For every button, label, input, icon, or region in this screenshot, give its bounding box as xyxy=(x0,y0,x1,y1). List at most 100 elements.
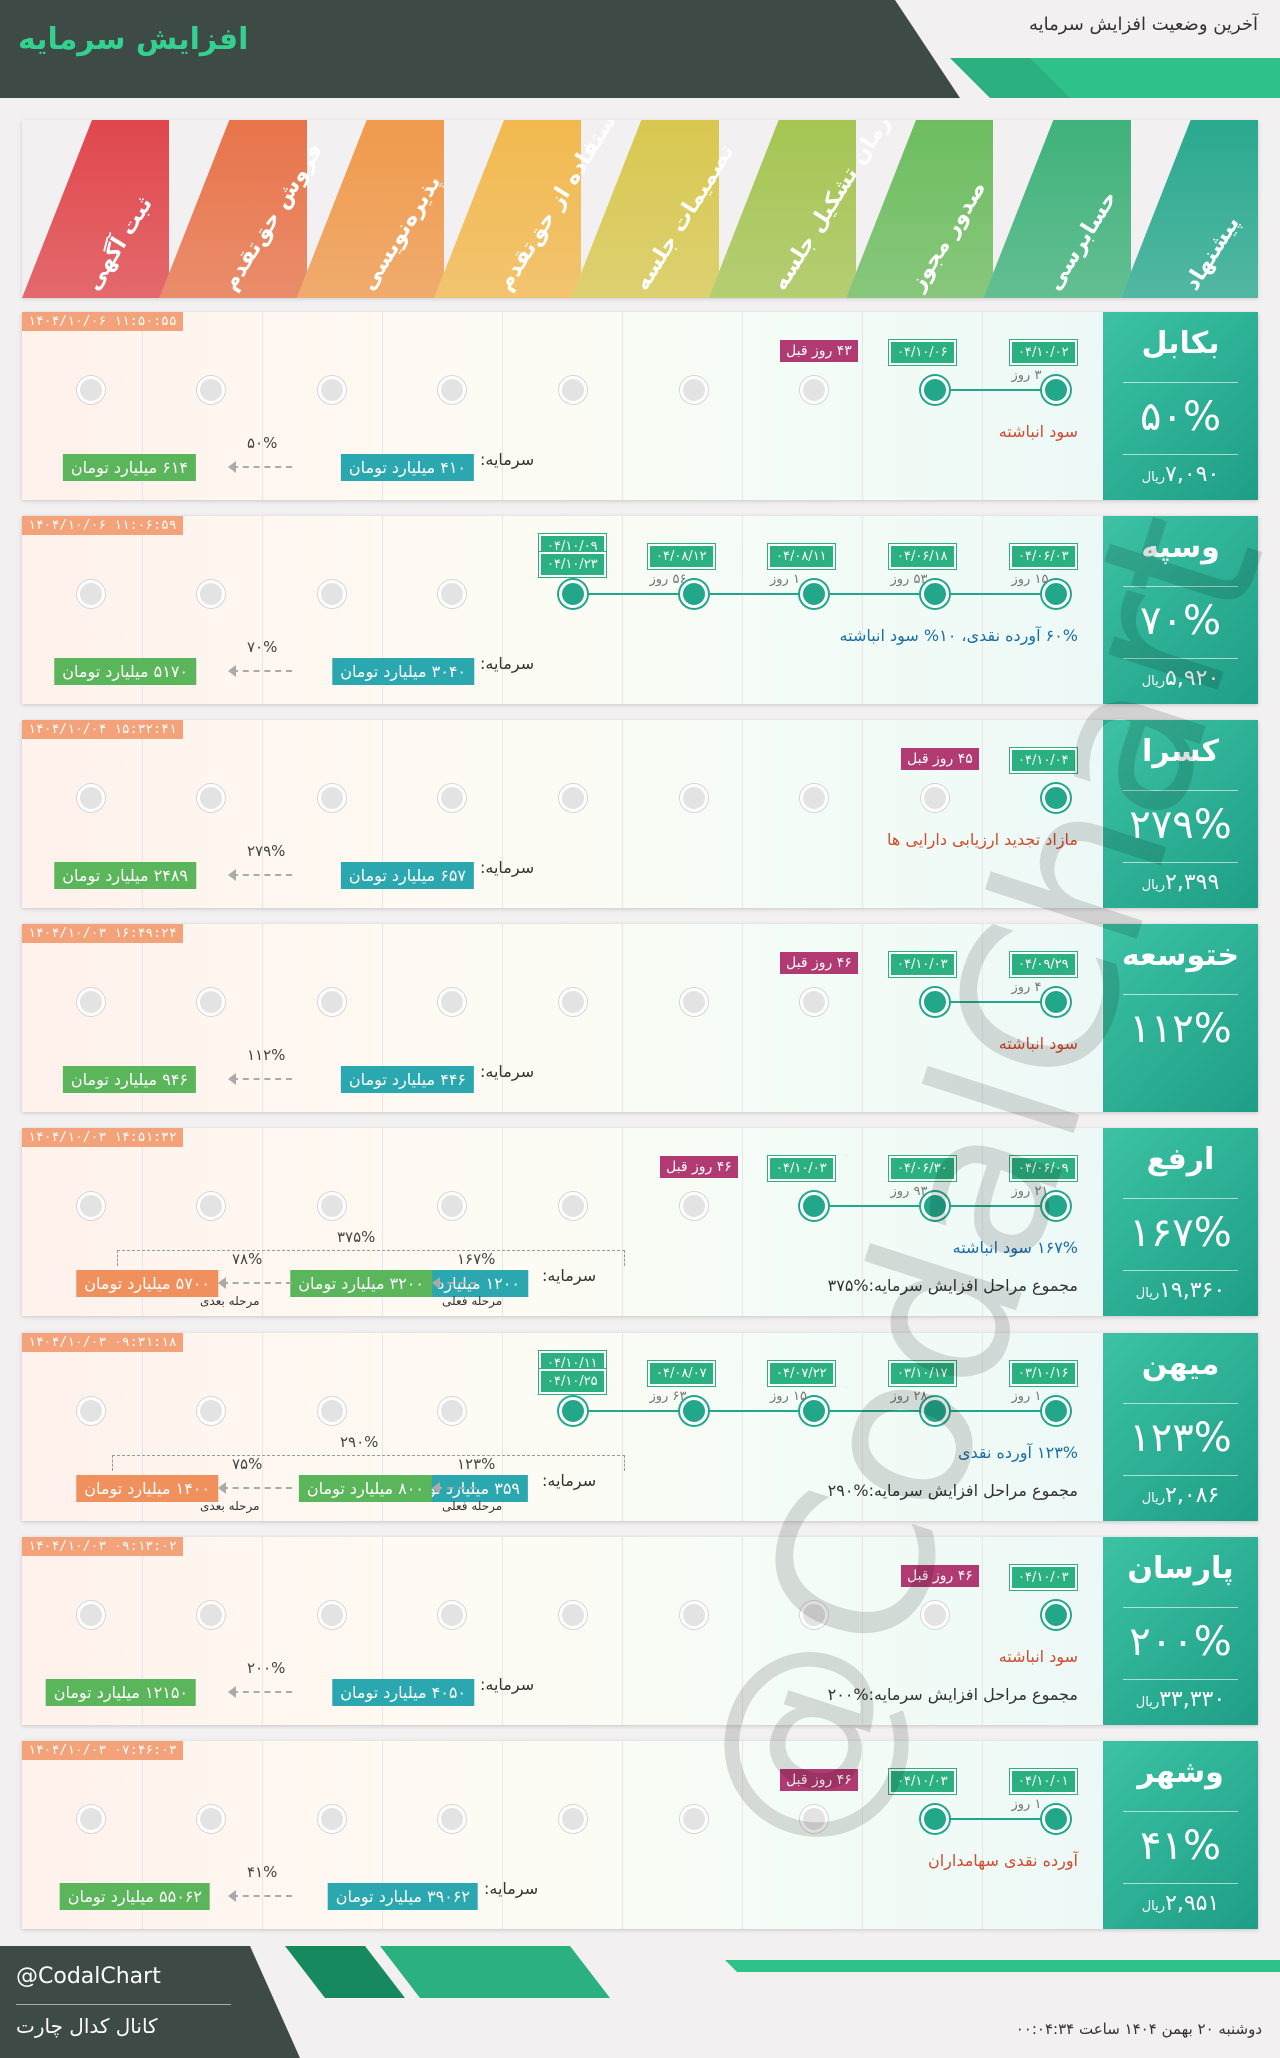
company-name[interactable]: ارفع xyxy=(1146,1142,1215,1177)
stage-node[interactable] xyxy=(800,1397,828,1425)
stage-node[interactable] xyxy=(559,784,587,812)
stage-node[interactable] xyxy=(197,1601,225,1629)
company-name[interactable]: پارسان xyxy=(1127,1551,1234,1586)
stage-node[interactable] xyxy=(921,376,949,404)
stage-node[interactable] xyxy=(318,1192,346,1220)
stage-node[interactable] xyxy=(921,1805,949,1833)
stage-node[interactable] xyxy=(921,988,949,1016)
stage-node[interactable] xyxy=(438,1192,466,1220)
company-name[interactable]: میهن xyxy=(1141,1347,1220,1382)
company-name[interactable]: وشهر xyxy=(1137,1755,1224,1790)
footer-handle[interactable]: @CodalChart xyxy=(16,1964,161,1989)
gap-days: ۵۳ روز xyxy=(890,572,928,587)
stage-node[interactable] xyxy=(800,1192,828,1220)
stage-node[interactable] xyxy=(318,1601,346,1629)
stage-node[interactable] xyxy=(197,376,225,404)
stage-node[interactable] xyxy=(800,376,828,404)
stage-node[interactable] xyxy=(1042,1805,1070,1833)
stage-node[interactable] xyxy=(77,1397,105,1425)
stage-node[interactable] xyxy=(800,784,828,812)
stage-node[interactable] xyxy=(77,1601,105,1629)
stage-node[interactable] xyxy=(559,1601,587,1629)
stage-node[interactable] xyxy=(559,376,587,404)
grid-line xyxy=(502,1333,503,1521)
stage-node[interactable] xyxy=(921,1601,949,1629)
company-card[interactable]: ۱۴۰۴/۱۰/۰۳ ۱۴:۵۱:۳۲ ارفع ۱۶۷% ۱۹,۳۶۰ریال… xyxy=(22,1128,1258,1316)
grid-line xyxy=(502,924,503,1112)
step-percent: ۲۷۹% xyxy=(247,842,286,860)
stage-node[interactable] xyxy=(800,1601,828,1629)
grid-line xyxy=(742,1333,743,1521)
grid-line xyxy=(262,720,263,908)
stage-node[interactable] xyxy=(1042,1601,1070,1629)
stage-node[interactable] xyxy=(197,580,225,608)
stage-node[interactable] xyxy=(318,376,346,404)
stage-node[interactable] xyxy=(77,784,105,812)
price-value: ۳۳,۳۳۰ xyxy=(1159,1687,1226,1712)
stage-node[interactable] xyxy=(318,580,346,608)
stage-node[interactable] xyxy=(197,988,225,1016)
company-name[interactable]: وسپه xyxy=(1141,530,1220,565)
stage-node[interactable] xyxy=(1042,580,1070,608)
company-card[interactable]: ۱۴۰۴/۱۰/۰۳ ۰۷:۴۶:۰۳ وشهر ۴۱% ۲,۹۵۱ریال ۱… xyxy=(22,1741,1258,1929)
stage-node[interactable] xyxy=(921,580,949,608)
stage-node[interactable] xyxy=(438,580,466,608)
company-card[interactable]: ۱۴۰۴/۱۰/۰۳ ۰۹:۳۱:۱۸ میهن ۱۲۳% ۲,۰۸۶ریال … xyxy=(22,1333,1258,1521)
stage-node[interactable] xyxy=(680,1397,708,1425)
company-card[interactable]: ۱۴۰۴/۱۰/۰۳ ۱۶:۴۹:۲۴ ختوسعه ۱۱۲% ۴ روز ۰۴/… xyxy=(22,924,1258,1112)
stage-node[interactable] xyxy=(800,1805,828,1833)
stage-node[interactable] xyxy=(559,1805,587,1833)
stage-node[interactable] xyxy=(559,1192,587,1220)
stage-node[interactable] xyxy=(1042,1397,1070,1425)
stage-node[interactable] xyxy=(438,1397,466,1425)
stage-node[interactable] xyxy=(438,1805,466,1833)
stage-node[interactable] xyxy=(680,376,708,404)
stage-node[interactable] xyxy=(197,1192,225,1220)
company-card[interactable]: ۱۴۰۴/۱۰/۰۴ ۱۵:۳۲:۴۱ کسرا ۲۷۹% ۲,۳۹۹ریال … xyxy=(22,720,1258,908)
stage-node[interactable] xyxy=(318,784,346,812)
stage-node[interactable] xyxy=(77,1192,105,1220)
stage-node[interactable] xyxy=(1042,988,1070,1016)
stage-node[interactable] xyxy=(438,988,466,1016)
stage-node[interactable] xyxy=(800,580,828,608)
stage-node[interactable] xyxy=(800,988,828,1016)
stage-node[interactable] xyxy=(318,1805,346,1833)
stage-node[interactable] xyxy=(680,1192,708,1220)
stage-node[interactable] xyxy=(680,784,708,812)
stage-node[interactable] xyxy=(680,1601,708,1629)
stage-node[interactable] xyxy=(1042,1192,1070,1220)
step-percent: ۴۱% xyxy=(247,1863,278,1881)
grid-line xyxy=(382,1741,383,1929)
company-name[interactable]: کسرا xyxy=(1142,734,1219,769)
stage-node[interactable] xyxy=(77,580,105,608)
stage-node[interactable] xyxy=(1042,784,1070,812)
stage-node[interactable] xyxy=(680,988,708,1016)
company-card[interactable]: ۱۴۰۴/۱۰/۰۶ ۱۱:۰۶:۵۹ وسپه ۷۰% ۵,۹۲۰ریال ۱… xyxy=(22,516,1258,704)
date-label: ۰۴/۱۰/۰۳ xyxy=(889,952,956,977)
stage-node[interactable] xyxy=(559,1397,587,1425)
stage-node[interactable] xyxy=(197,1805,225,1833)
stage-node[interactable] xyxy=(77,376,105,404)
stage-node[interactable] xyxy=(559,988,587,1016)
stage-node[interactable] xyxy=(559,580,587,608)
company-name[interactable]: ختوسعه xyxy=(1121,938,1240,973)
stage-node[interactable] xyxy=(197,1397,225,1425)
stage-node[interactable] xyxy=(921,1397,949,1425)
stage-node[interactable] xyxy=(438,376,466,404)
step-percent: ۱۱۲% xyxy=(247,1046,286,1064)
stage-node[interactable] xyxy=(77,988,105,1016)
stage-node[interactable] xyxy=(197,784,225,812)
stage-node[interactable] xyxy=(318,1397,346,1425)
stage-node[interactable] xyxy=(318,988,346,1016)
stage-node[interactable] xyxy=(77,1805,105,1833)
stage-node[interactable] xyxy=(921,1192,949,1220)
stage-node[interactable] xyxy=(438,1601,466,1629)
stage-node[interactable] xyxy=(921,784,949,812)
company-name[interactable]: بکابل xyxy=(1141,326,1220,361)
company-card[interactable]: ۱۴۰۴/۱۰/۰۳ ۰۹:۱۳:۰۲ پارسان ۲۰۰% ۳۳,۳۳۰ری… xyxy=(22,1537,1258,1725)
stage-node[interactable] xyxy=(680,580,708,608)
stage-node[interactable] xyxy=(1042,376,1070,404)
stage-node[interactable] xyxy=(438,784,466,812)
company-card[interactable]: ۱۴۰۴/۱۰/۰۶ ۱۱:۵۰:۵۵ بکابل ۵۰% ۷,۰۹۰ریال … xyxy=(22,312,1258,500)
stage-node[interactable] xyxy=(680,1805,708,1833)
